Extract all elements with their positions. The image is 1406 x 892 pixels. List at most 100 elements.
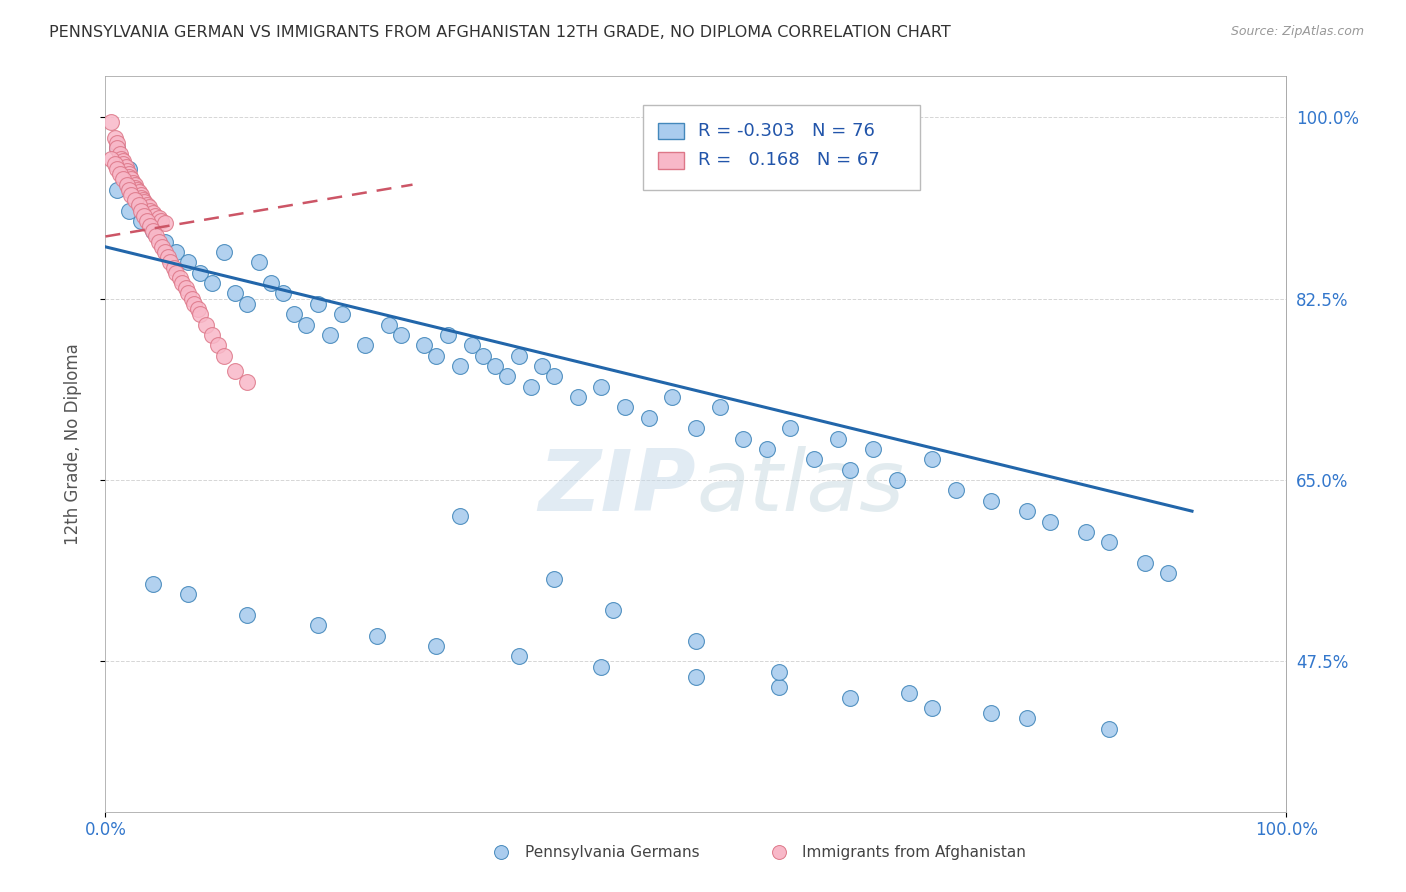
Point <box>139 219 162 233</box>
Point <box>108 167 131 181</box>
Point <box>142 224 165 238</box>
Point <box>484 359 506 373</box>
Point <box>118 170 141 185</box>
Point <box>129 203 152 218</box>
Point <box>118 203 141 218</box>
Point <box>945 483 967 498</box>
Text: ZIP: ZIP <box>538 446 696 530</box>
Point <box>139 203 162 218</box>
Point <box>115 164 138 178</box>
Point <box>768 665 790 679</box>
Point <box>897 685 920 699</box>
Point <box>145 229 167 244</box>
Point <box>1098 535 1121 549</box>
Point <box>129 193 152 207</box>
Point <box>159 255 181 269</box>
Text: R = -0.303   N = 76: R = -0.303 N = 76 <box>699 122 875 140</box>
Point <box>307 297 329 311</box>
Point <box>157 250 180 264</box>
Point <box>733 432 755 446</box>
Point <box>886 473 908 487</box>
Point <box>142 205 165 219</box>
Point <box>124 180 146 194</box>
Point <box>1074 524 1097 539</box>
Point <box>921 701 943 715</box>
Point <box>127 183 149 197</box>
Point <box>112 172 135 186</box>
Point <box>921 452 943 467</box>
Point <box>104 131 127 145</box>
Point <box>1015 711 1038 725</box>
Point <box>980 706 1002 721</box>
Point <box>236 607 259 622</box>
Point <box>295 318 318 332</box>
Point <box>105 136 128 151</box>
Point <box>685 633 707 648</box>
Point <box>148 211 170 225</box>
Point <box>120 172 142 186</box>
Point <box>187 301 209 316</box>
Point <box>134 195 156 210</box>
Point <box>201 327 224 342</box>
Point <box>110 152 132 166</box>
Point <box>838 690 860 705</box>
Point <box>105 162 128 177</box>
Point <box>153 235 176 249</box>
Point <box>100 152 122 166</box>
Bar <box>658 123 685 139</box>
Point <box>174 281 197 295</box>
Point <box>105 141 128 155</box>
Point <box>163 260 186 275</box>
Point <box>543 369 565 384</box>
Point <box>183 297 205 311</box>
Text: R =   0.168   N = 67: R = 0.168 N = 67 <box>699 152 880 169</box>
Point <box>827 432 849 446</box>
Point <box>118 183 141 197</box>
Point <box>602 602 624 616</box>
Point <box>413 338 436 352</box>
Point <box>685 421 707 435</box>
Point <box>768 681 790 695</box>
Point <box>165 266 187 280</box>
Point <box>1015 504 1038 518</box>
Point <box>236 297 259 311</box>
Point <box>212 349 235 363</box>
Point <box>437 327 460 342</box>
Point <box>153 245 176 260</box>
Text: Pennsylvania Germans: Pennsylvania Germans <box>524 845 699 860</box>
Point <box>153 216 176 230</box>
Point <box>354 338 377 352</box>
Point <box>1157 566 1180 581</box>
Text: Immigrants from Afghanistan: Immigrants from Afghanistan <box>803 845 1026 860</box>
Point <box>1098 722 1121 736</box>
Point <box>449 359 471 373</box>
Point <box>283 307 305 321</box>
Point <box>188 266 211 280</box>
Point <box>1039 515 1062 529</box>
Point <box>124 178 146 192</box>
Point <box>425 349 447 363</box>
Point <box>143 209 166 223</box>
Point <box>134 209 156 223</box>
Point <box>271 286 294 301</box>
Point <box>389 327 412 342</box>
Point <box>115 178 138 192</box>
Point <box>508 349 530 363</box>
Point <box>803 452 825 467</box>
Bar <box>658 153 685 169</box>
Point <box>543 572 565 586</box>
Point <box>472 349 495 363</box>
Point <box>1133 556 1156 570</box>
Point <box>531 359 554 373</box>
Point <box>366 628 388 642</box>
Point <box>496 369 519 384</box>
Point <box>307 618 329 632</box>
Point <box>779 421 801 435</box>
Point <box>165 245 187 260</box>
Point <box>169 271 191 285</box>
Point <box>149 214 172 228</box>
Point <box>177 255 200 269</box>
Point <box>129 191 152 205</box>
Point <box>194 318 217 332</box>
Point <box>661 390 683 404</box>
